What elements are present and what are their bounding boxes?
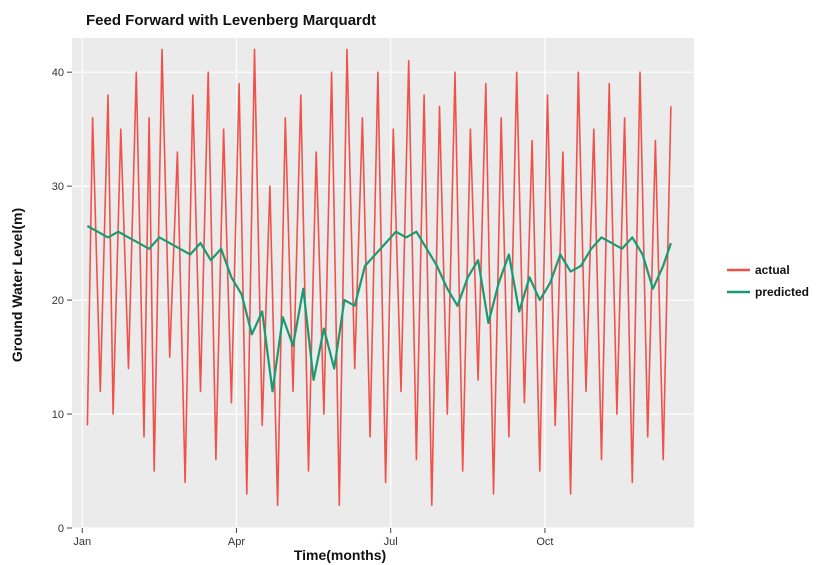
legend-label-actual: actual <box>755 263 790 277</box>
chart-title: Feed Forward with Levenberg Marquardt <box>86 12 376 29</box>
legend-label-predicted: predicted <box>755 285 809 299</box>
x-tick-label-0: Jan <box>73 536 91 548</box>
x-tick-label-2: Jul <box>384 536 398 548</box>
x-axis-title: Time(months) <box>294 547 386 563</box>
series-line-predicted <box>86 225 672 393</box>
y-axis: 0 10 20 30 40 <box>52 67 72 535</box>
y-tick-label-2: 20 <box>52 295 64 307</box>
plot-panel <box>72 38 694 528</box>
x-axis: Jan Apr Jul Oct <box>73 528 553 548</box>
y-tick-label-4: 40 <box>52 67 64 79</box>
y-tick-label-3: 30 <box>52 181 64 193</box>
y-tick-label-0: 0 <box>58 523 64 535</box>
series-layer <box>86 48 672 507</box>
x-tick-label-3: Oct <box>536 536 553 548</box>
x-tick-label-1: Apr <box>228 536 245 548</box>
legend: actual predicted <box>727 263 809 299</box>
y-axis-title: Ground Water Level(m) <box>9 208 25 362</box>
y-tick-label-1: 10 <box>52 409 64 421</box>
